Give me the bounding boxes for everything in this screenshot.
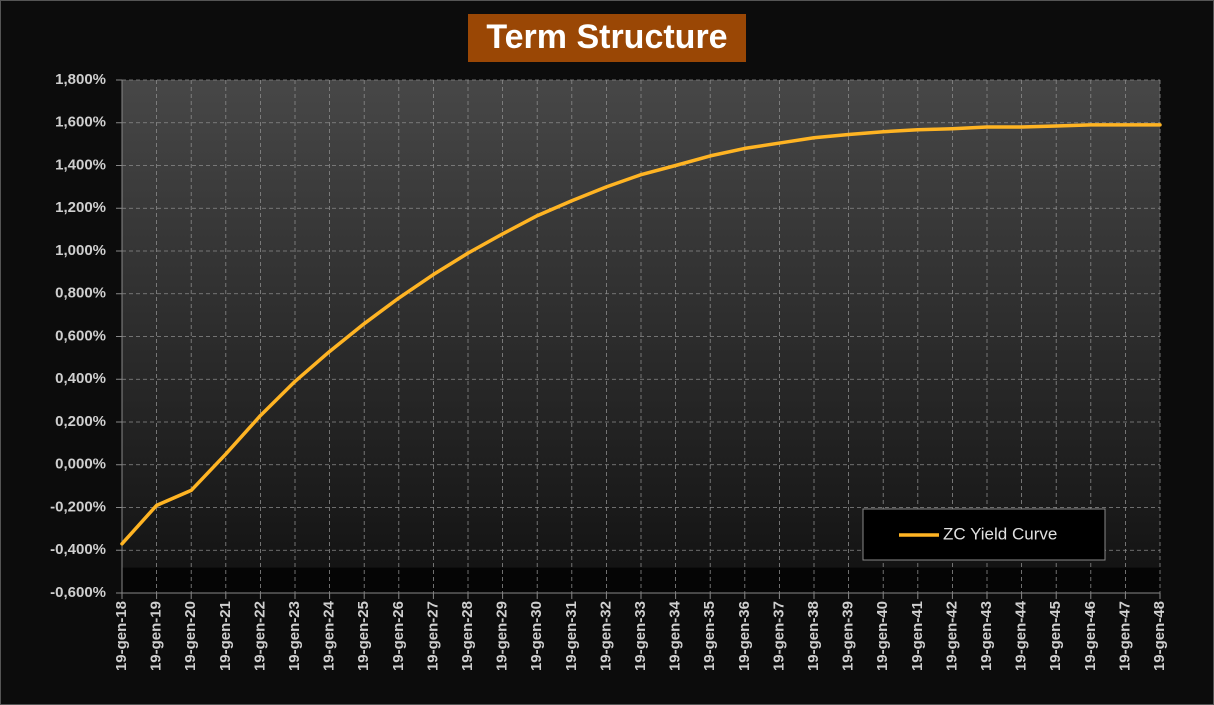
x-tick-label: 19-gen-34 (667, 600, 684, 671)
y-tick-label: 0,800% (55, 285, 106, 302)
x-tick-label: 19-gen-41 (909, 601, 926, 671)
x-tick-label: 19-gen-46 (1082, 601, 1099, 671)
x-tick-label: 19-gen-35 (701, 601, 718, 671)
y-tick-label: -0,400% (50, 541, 106, 558)
x-tick-label: 19-gen-48 (1151, 601, 1168, 671)
x-tick-label: 19-gen-43 (978, 601, 995, 671)
x-tick-label: 19-gen-37 (770, 601, 787, 671)
x-tick-label: 19-gen-36 (736, 601, 753, 671)
y-tick-label: 0,400% (55, 370, 106, 387)
x-tick-label: 19-gen-19 (148, 601, 165, 671)
y-tick-label: 1,600% (55, 114, 106, 131)
y-tick-label: 0,600% (55, 327, 106, 344)
x-tick-label: 19-gen-22 (251, 601, 268, 671)
x-tick-label: 19-gen-33 (632, 601, 649, 671)
x-tick-label: 19-gen-23 (286, 601, 303, 671)
x-tick-label: 19-gen-27 (424, 601, 441, 671)
title-box (468, 14, 746, 62)
x-tick-label: 19-gen-28 (459, 601, 476, 671)
y-tick-label: -0,200% (50, 498, 106, 515)
x-tick-label: 19-gen-24 (321, 600, 338, 671)
y-tick-label: -0,600% (50, 584, 106, 601)
x-tick-label: 19-gen-42 (943, 601, 960, 671)
y-tick-label: 1,400% (55, 156, 106, 173)
x-tick-label: 19-gen-38 (805, 601, 822, 671)
line-series (120, 123, 1162, 546)
x-tick-label: 19-gen-25 (355, 601, 372, 671)
legend: ZC Yield Curve (862, 508, 1106, 561)
x-tick-label: 19-gen-26 (390, 601, 407, 671)
legend-label: ZC Yield Curve (943, 524, 1057, 543)
x-tick-label: 19-gen-18 (113, 601, 130, 671)
x-tick-label: 19-gen-40 (874, 601, 891, 671)
y-tick-label: 0,200% (55, 413, 106, 430)
x-tick-label: 19-gen-32 (597, 601, 614, 671)
x-tick-label: 19-gen-47 (1116, 601, 1133, 671)
chart-title: Term Structure (486, 18, 727, 56)
y-tick-label: 1,800% (55, 71, 106, 88)
x-tick-label: 19-gen-31 (563, 601, 580, 671)
y-tick-label: 0,000% (55, 456, 106, 473)
y-tick-label: 1,200% (55, 199, 106, 216)
x-tick-label: 19-gen-39 (840, 601, 857, 671)
x-tick-label: 19-gen-21 (217, 601, 234, 671)
x-tick-label: 19-gen-44 (1013, 600, 1030, 671)
x-tick-label: 19-gen-20 (182, 601, 199, 671)
x-tick-label: 19-gen-29 (494, 601, 511, 671)
x-tick-label: 19-gen-45 (1047, 601, 1064, 671)
x-tick-label: 19-gen-30 (528, 601, 545, 671)
y-tick-label: 1,000% (55, 242, 106, 259)
